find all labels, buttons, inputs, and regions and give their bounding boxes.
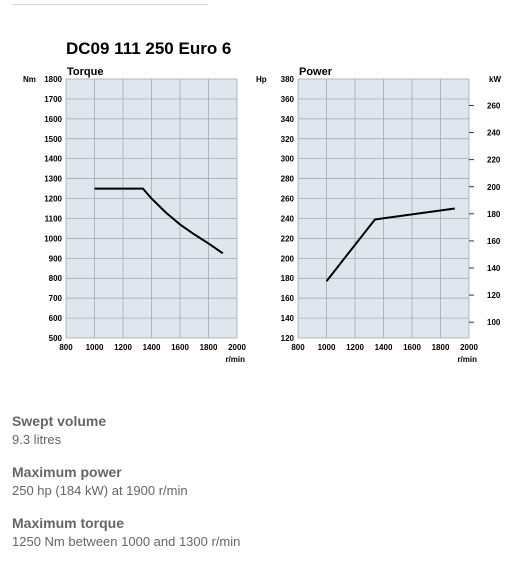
torque-chart: 800 1000 1200 1400 1600 1800 2000 500 600 700 800…: [23, 66, 246, 364]
power-y-axis-label: Hp: [256, 75, 267, 84]
torque-x-axis-label: r/min: [225, 355, 245, 364]
power-y-tick-label: 180: [281, 274, 295, 283]
torque-x-tick-label: 1800: [200, 343, 218, 352]
power-y-tick-label: 360: [281, 95, 295, 104]
torque-grid: [65, 78, 238, 339]
power-kw-tick-label: 260: [487, 102, 501, 111]
power-series-line: [325, 207, 455, 282]
spec-maximum-torque: Maximum torque 1250 Nm between 1000 and …: [12, 514, 512, 552]
power-x-tick-label: 1200: [346, 343, 364, 352]
chart-title: DC09 111 250 Euro 6: [66, 39, 231, 58]
power-y-tick-label: 140: [281, 314, 295, 323]
power-y-tick-label: 340: [281, 115, 295, 124]
torque-y-tick-label: 1200: [44, 195, 62, 204]
power-grid: [297, 78, 470, 339]
torque-y-tick-label: 600: [49, 314, 63, 323]
torque-y-tick-label: 700: [49, 294, 63, 303]
torque-x-tick-label: 1000: [86, 343, 104, 352]
top-divider: [12, 4, 208, 5]
torque-y-tick-label: 900: [49, 254, 63, 263]
spec-label: Maximum power: [12, 464, 122, 480]
spec-swept-volume: Swept volume 9.3 litres: [12, 412, 512, 450]
power-x-tick-label: 1800: [432, 343, 450, 352]
power-chart-title: Power: [299, 66, 333, 78]
spec-maximum-power: Maximum power 250 hp (184 kW) at 1900 r/…: [12, 463, 512, 501]
torque-y-tick-label: 500: [49, 334, 63, 343]
power-kw-tick-label: 120: [487, 291, 501, 300]
power-y-tick-label: 280: [281, 175, 295, 184]
spec-value: 9.3 litres: [12, 432, 62, 447]
torque-x-tick-label: 2000: [228, 343, 246, 352]
torque-y-tick-label: 1800: [44, 75, 62, 84]
power-kw-tick-label: 220: [487, 156, 501, 165]
torque-y-tick-labels: 500 600 700 800 900 1000 1100 1200 1300 1400 1500 1…: [44, 75, 62, 343]
torque-y-tick-label: 1300: [44, 175, 62, 184]
engine-specs: Swept volume 9.3 litres Maximum power 25…: [12, 412, 512, 565]
torque-y-tick-label: 800: [49, 274, 63, 283]
power-chart: 800 1000 1200 1400 1600 1800 2000 120 140 160 180…: [256, 66, 501, 364]
power-kw-tick-label: 240: [487, 129, 501, 138]
power-x-axis-label: r/min: [457, 355, 477, 364]
torque-y-tick-label: 1000: [44, 234, 62, 243]
power-y-tick-label: 260: [281, 195, 295, 204]
power-y-tick-label: 160: [281, 294, 295, 303]
torque-y-tick-label: 1500: [44, 135, 62, 144]
spec-label: Maximum torque: [12, 515, 125, 531]
torque-y-tick-label: 1400: [44, 155, 62, 164]
torque-x-tick-label: 1600: [171, 343, 189, 352]
torque-y-tick-label: 1100: [45, 214, 63, 223]
power-x-tick-label: 800: [291, 343, 305, 352]
torque-chart-title: Torque: [67, 66, 103, 78]
torque-x-tick-label: 800: [59, 343, 73, 352]
torque-y-tick-label: 1700: [44, 95, 62, 104]
torque-y-axis-label: Nm: [23, 75, 36, 84]
power-y-tick-label: 380: [281, 75, 295, 84]
power-kw-tick-label: 180: [487, 210, 501, 219]
power-y-tick-label: 240: [281, 214, 295, 223]
torque-x-tick-label: 1200: [114, 343, 132, 352]
power-y-tick-label: 300: [281, 155, 295, 164]
power-kw-tick-label: 160: [487, 237, 501, 246]
power-kw-tick-label: 100: [487, 318, 501, 327]
torque-series-line: [94, 187, 224, 255]
power-y-tick-label: 320: [281, 135, 295, 144]
torque-x-tick-labels: 800 1000 1200 1400 1600 1800 2000: [59, 343, 246, 352]
power-x-tick-label: 1000: [318, 343, 336, 352]
spec-value: 250 hp (184 kW) at 1900 r/min: [12, 483, 188, 498]
power-x-tick-labels: 800 1000 1200 1400 1600 1800 2000: [291, 343, 478, 352]
torque-x-tick-label: 1400: [143, 343, 161, 352]
power-kw-tick-label: 140: [487, 264, 501, 273]
power-y-tick-label: 220: [281, 234, 295, 243]
power-x-tick-label: 1600: [403, 343, 421, 352]
spec-value: 1250 Nm between 1000 and 1300 r/min: [12, 534, 241, 549]
power-kw-tick-label: 200: [487, 183, 501, 192]
engine-performance-charts: DC09 111 250 Euro 6 800 1000 1200 1400 1600 1…: [23, 39, 501, 364]
power-x-tick-label: 1400: [375, 343, 393, 352]
spec-label: Swept volume: [12, 413, 107, 429]
torque-y-tick-label: 1600: [44, 115, 62, 124]
power-y-tick-label: 120: [281, 334, 295, 343]
power-y-tick-labels: 120 140 160 180 200 220 240 260 280 300 320 340 360 3…: [281, 75, 295, 343]
power-x-tick-label: 2000: [460, 343, 478, 352]
power-kw-tick-labels: 100 120 140 160 180 200 220 240 260: [469, 102, 501, 327]
power-y-tick-label: 200: [281, 254, 295, 263]
power-kw-axis-label: kW: [489, 75, 501, 84]
